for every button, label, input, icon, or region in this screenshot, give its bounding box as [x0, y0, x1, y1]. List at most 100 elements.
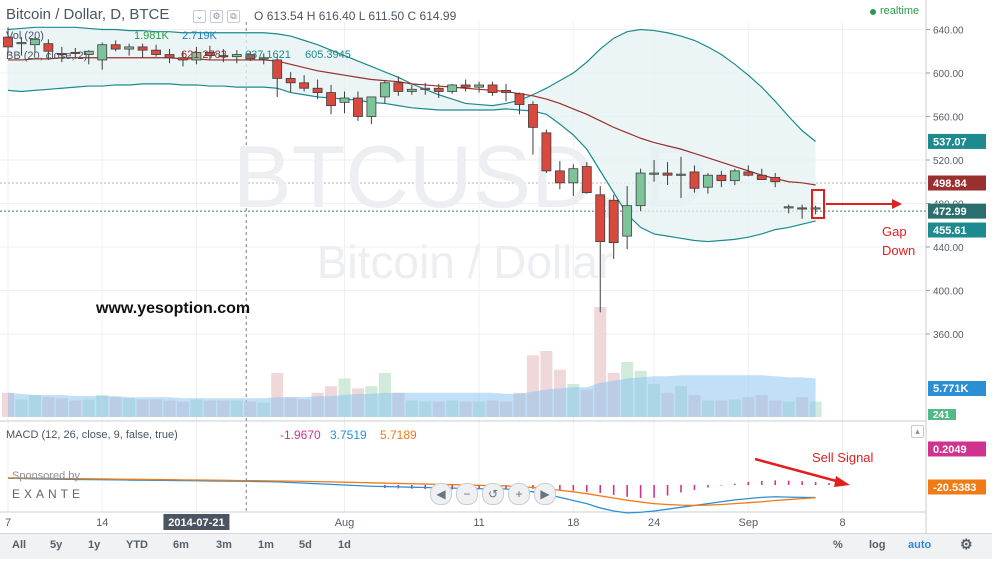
range-all[interactable]: All: [12, 539, 27, 551]
percent-scale-toggle[interactable]: %: [833, 539, 843, 551]
macd-indicator-label[interactable]: MACD (12, 26, close, 9, false, true): [6, 429, 178, 441]
zoom-in-button[interactable]: +: [508, 483, 530, 505]
candle-body: [258, 57, 269, 60]
auto-scale-toggle[interactable]: auto: [908, 539, 932, 551]
bb-upper-value: 637.1621: [245, 49, 291, 61]
price-label-value: 537.07: [933, 136, 967, 148]
macd-signal-line: [7, 477, 816, 507]
candle-body: [393, 82, 404, 92]
candle-body: [70, 51, 81, 54]
candle-body: [379, 82, 390, 98]
high-label: H: [306, 9, 316, 23]
candle-body: [487, 84, 498, 93]
range-6m[interactable]: 6m: [173, 539, 189, 551]
time-label: Sep: [739, 517, 759, 529]
candle-body: [501, 90, 511, 93]
price-tick-label: 640.00: [933, 26, 964, 37]
candle-body: [30, 38, 40, 46]
candle-body: [231, 54, 242, 58]
candle-body: [326, 92, 336, 107]
candle-body: [56, 53, 67, 56]
time-label: 8: [839, 517, 845, 529]
candle-body: [204, 51, 215, 57]
range-1d[interactable]: 1d: [338, 539, 351, 551]
high-value: 616.40: [318, 9, 356, 23]
candle-body: [151, 49, 161, 55]
open-value: 613.54: [266, 9, 304, 23]
scroll-right-button[interactable]: ▶: [534, 483, 556, 505]
price-tick-label: 560.00: [933, 113, 964, 124]
candle-body: [729, 170, 740, 182]
realtime-dot-icon: [870, 9, 876, 15]
pane-maximize-icon[interactable]: ▴: [911, 425, 924, 438]
candle-body: [474, 84, 485, 88]
bb-basis-value: 621.2783: [181, 49, 227, 61]
range-5d[interactable]: 5d: [299, 539, 312, 551]
sponsor-logo[interactable]: EXANTE: [12, 487, 85, 501]
time-axis: 7 14 2014-07-21 Aug 11 18 24 Sep 8: [5, 514, 846, 530]
volume-small-box: [928, 409, 956, 420]
macd-pane: [7, 477, 857, 514]
volume-small-value: 241: [933, 410, 950, 421]
bb-band-fill: [8, 27, 816, 242]
candle-body: [676, 173, 686, 176]
gap-highlight-box: [811, 189, 825, 219]
volume-label-box: [928, 381, 986, 396]
bb-lower-value: 605.3945: [305, 49, 351, 61]
reset-view-button[interactable]: ↺: [482, 483, 504, 505]
candle-body: [595, 194, 606, 242]
candle-body: [83, 50, 94, 55]
price-axis: 640.00600.00560.00520.00480.00440.00400.…: [926, 0, 992, 533]
price-tick-label: 360.00: [933, 330, 964, 341]
candle-body: [447, 84, 458, 92]
candle-body: [97, 44, 108, 61]
macd-line-value: 3.7519: [330, 428, 367, 442]
candle-body: [608, 199, 619, 244]
time-label: 14: [96, 517, 108, 529]
price-label-value: 455.61: [933, 225, 967, 237]
candle-body: [299, 82, 310, 89]
range-1y[interactable]: 1y: [88, 539, 101, 551]
range-5y[interactable]: 5y: [50, 539, 63, 551]
bb-lower-line: [7, 83, 816, 243]
price-label-value: 498.84: [933, 178, 968, 190]
candle-body: [554, 170, 565, 184]
price-tick-label: 600.00: [933, 69, 964, 80]
macd-line: [7, 477, 816, 514]
candle-body: [635, 172, 646, 207]
volume-label-value: 5.771K: [933, 383, 969, 395]
price-tick-label: 440.00: [933, 243, 964, 254]
candle-body: [797, 207, 808, 210]
sponsored-label: Sponsored by: [12, 470, 80, 482]
watermark-name: Bitcoin / Dollar: [317, 236, 614, 288]
zoom-out-button[interactable]: −: [456, 483, 478, 505]
settings-icon[interactable]: ⚙: [210, 10, 223, 23]
candle-body: [433, 87, 444, 92]
candle-body: [43, 43, 54, 52]
macd-label-value: 0.2049: [933, 444, 967, 456]
candle-body: [743, 171, 754, 176]
candle-body: [16, 42, 27, 45]
collapse-icon[interactable]: ⌄: [193, 10, 206, 23]
symbol-title[interactable]: Bitcoin / Dollar, D, BTCE: [6, 6, 170, 23]
range-3m[interactable]: 3m: [216, 539, 232, 551]
candle-body: [783, 206, 794, 209]
candle-body: [756, 174, 767, 180]
compare-icon[interactable]: ⧉: [227, 10, 240, 23]
realtime-status: realtime: [880, 5, 920, 17]
price-label-value: 472.99: [933, 206, 967, 218]
volume-indicator-label[interactable]: Vol (20): [6, 30, 44, 42]
range-1m[interactable]: 1m: [258, 539, 274, 551]
low-label: L: [358, 9, 366, 23]
bollinger-indicator-label[interactable]: BB (20, close, 2): [6, 50, 88, 62]
candle-body: [568, 168, 579, 184]
candle-body: [420, 87, 431, 90]
chart-settings-icon[interactable]: ⚙: [960, 536, 973, 552]
candle-body: [460, 84, 471, 88]
log-scale-toggle[interactable]: log: [869, 539, 886, 551]
range-ytd[interactable]: YTD: [126, 539, 148, 551]
candle-body: [285, 78, 296, 84]
scroll-left-button[interactable]: ◀: [430, 483, 452, 505]
